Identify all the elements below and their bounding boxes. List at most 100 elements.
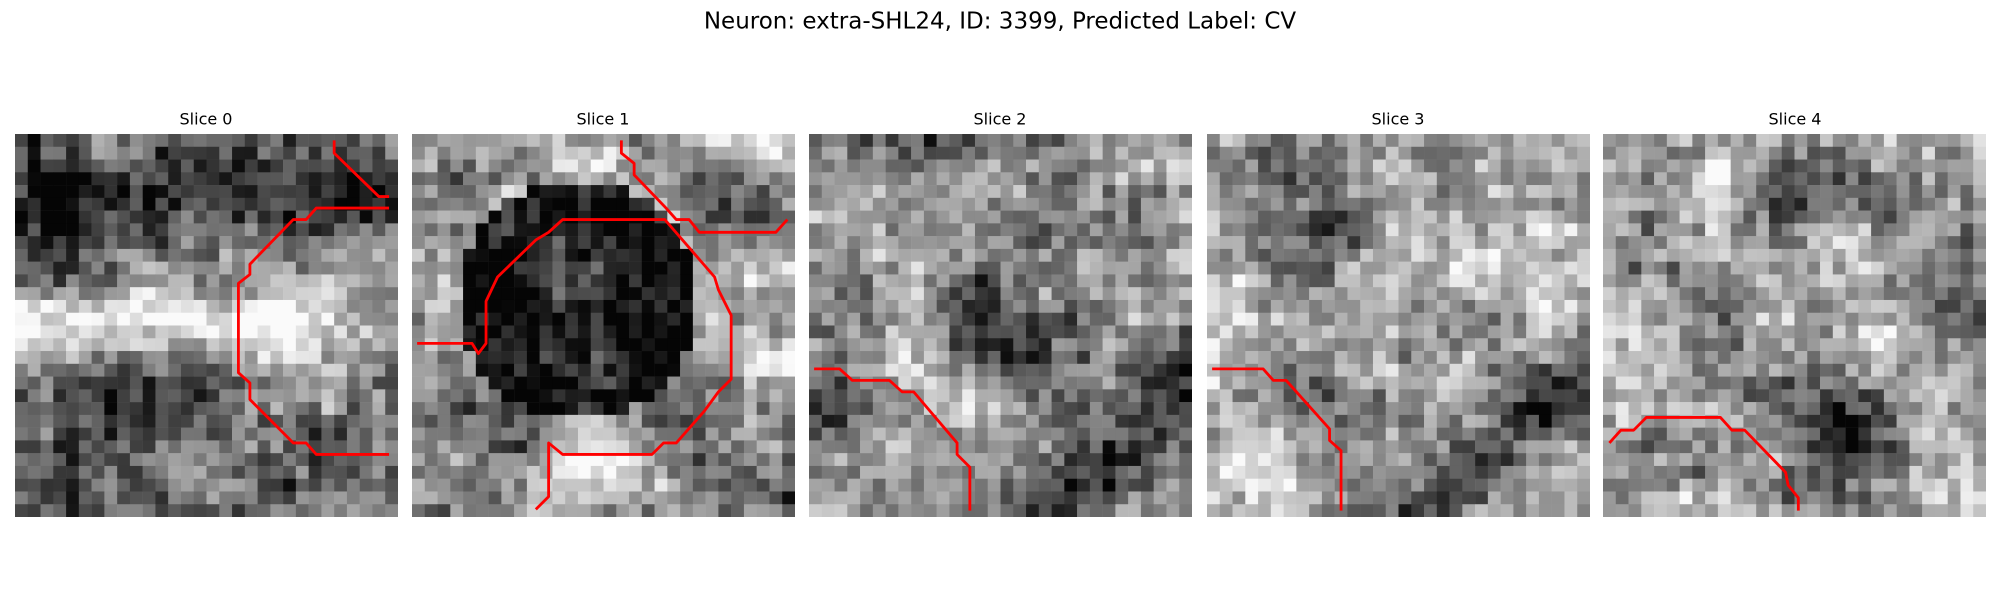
pixel [1064, 172, 1078, 186]
pixel [1026, 146, 1040, 160]
pixel [1487, 223, 1501, 237]
pixel [1115, 299, 1129, 313]
pixel [1832, 197, 1846, 211]
pixel [104, 134, 118, 148]
pixel [565, 197, 579, 211]
pixel [1140, 465, 1154, 479]
pixel [1179, 236, 1192, 250]
pixel [1102, 402, 1116, 416]
pixel [834, 427, 848, 441]
pixel [1436, 274, 1450, 288]
pixel [1309, 299, 1323, 313]
pixel [743, 338, 757, 352]
pixel [1692, 287, 1706, 301]
pixel [1334, 414, 1348, 428]
pixel [514, 376, 528, 390]
pixel [1424, 427, 1438, 441]
pixel [1321, 223, 1335, 237]
pixel [539, 363, 553, 377]
pixel [1666, 351, 1680, 365]
pixel [206, 453, 220, 467]
pixel [565, 402, 579, 416]
pixel [1487, 185, 1501, 199]
pixel [155, 338, 169, 352]
pixel [1487, 287, 1501, 301]
pixel [1692, 338, 1706, 352]
pixel [1411, 210, 1425, 224]
pixel [987, 453, 1001, 467]
pixel [117, 134, 131, 148]
pixel [1513, 146, 1527, 160]
pixel [1000, 363, 1014, 377]
pixel [872, 491, 886, 505]
pixel [1666, 134, 1680, 148]
pixel [1449, 261, 1463, 275]
pixel [1207, 414, 1221, 428]
pixel [1743, 172, 1757, 186]
pixel [155, 134, 169, 148]
pixel [1449, 465, 1463, 479]
pixel [847, 440, 861, 454]
pixel [334, 338, 348, 352]
pixel [526, 453, 540, 467]
pixel [782, 440, 795, 454]
pixel [1089, 210, 1103, 224]
pixel [974, 504, 988, 517]
pixel [372, 363, 386, 377]
pixel [1820, 338, 1834, 352]
pixel [1038, 414, 1052, 428]
pixel [180, 440, 194, 454]
pixel [923, 185, 937, 199]
pixel [590, 210, 604, 224]
pixel [1756, 414, 1770, 428]
pixel [962, 236, 976, 250]
pixel [385, 223, 398, 237]
pixel [168, 351, 182, 365]
pixel [1692, 453, 1706, 467]
pixel [923, 299, 937, 313]
pixel [359, 338, 373, 352]
pixel [1871, 491, 1885, 505]
pixel [847, 134, 861, 148]
pixel [463, 159, 477, 173]
pixel [1360, 159, 1374, 173]
pixel [321, 440, 335, 454]
pixel [1166, 427, 1180, 441]
pixel [898, 491, 912, 505]
pixel [577, 299, 591, 313]
contour [237, 206, 390, 456]
pixel [526, 402, 540, 416]
pixel [283, 478, 297, 492]
pixel [782, 236, 795, 250]
pixel [1411, 287, 1425, 301]
pixel [295, 389, 309, 403]
pixel [923, 248, 937, 262]
pixel [40, 223, 54, 237]
pixel [1424, 146, 1438, 160]
pixel [590, 236, 604, 250]
pixel [295, 504, 309, 517]
pixel [1883, 299, 1897, 313]
pixel [1858, 223, 1872, 237]
pixel [526, 197, 540, 211]
pixel [1768, 134, 1782, 148]
pixel [654, 465, 668, 479]
pixel [1411, 185, 1425, 199]
pixel [872, 197, 886, 211]
pixel [923, 287, 937, 301]
pixel [1166, 274, 1180, 288]
pixel [1730, 299, 1744, 313]
pixel [1064, 504, 1078, 517]
pixel [142, 453, 156, 467]
pixel [1115, 478, 1129, 492]
pixel [1551, 478, 1565, 492]
pixel [53, 465, 67, 479]
pixel [1140, 427, 1154, 441]
pixel [1781, 491, 1795, 505]
pixel [385, 338, 398, 352]
pixel [295, 338, 309, 352]
pixel [283, 325, 297, 339]
pixel [680, 414, 694, 428]
pixel [654, 351, 668, 365]
pixel [488, 338, 502, 352]
